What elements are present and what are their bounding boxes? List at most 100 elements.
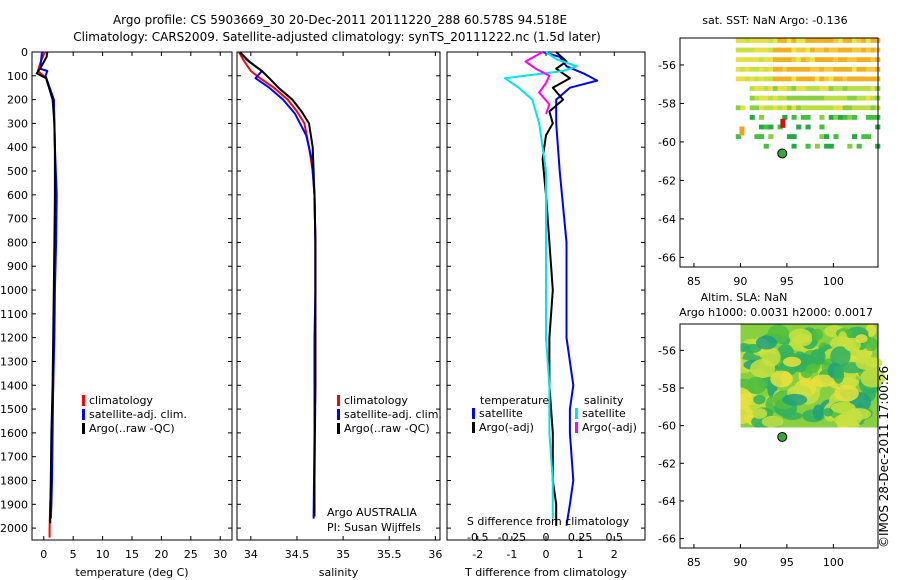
sst_map-cell — [865, 57, 872, 62]
sst_map-cell — [749, 115, 755, 120]
temperature-legend-label: satellite-adj. clim. — [89, 408, 187, 421]
sst_map-cell — [870, 115, 876, 120]
sst_map-cell — [791, 76, 797, 82]
depth-tick-label: 1200 — [0, 332, 28, 345]
sst_map-cell — [828, 86, 834, 91]
sst_map-cell — [828, 105, 834, 111]
sst_map-cell — [847, 76, 853, 82]
temperature-plot-frame — [31, 51, 233, 541]
sst_map-cell — [759, 134, 765, 139]
header-line-1: Argo profile: CS 5903669_30 20-Dec-2011 … — [113, 13, 567, 27]
sst_map-cell — [791, 47, 797, 53]
sst_map-cell — [754, 47, 760, 53]
sst_map-cell — [739, 126, 745, 136]
sla_map-lat-tick-label: -64 — [658, 495, 676, 508]
sst_map-cell — [786, 105, 793, 111]
sst_map-cell — [852, 95, 858, 101]
sst_map-cell — [838, 38, 844, 43]
credit-label: ©IMOS 28-Dec-2011 17:00:26 — [877, 366, 891, 548]
sst_map-cell — [847, 95, 853, 101]
sst_map-cell — [865, 86, 872, 91]
sst_map-cell — [740, 57, 746, 62]
sst_map-cell — [791, 115, 797, 120]
sst_map-cell — [777, 124, 783, 130]
sst_map-cell — [800, 105, 806, 111]
temperature-legend-swatch — [82, 409, 85, 420]
depth-tick-label: 300 — [7, 117, 28, 130]
sst_map-cell — [786, 76, 793, 82]
sst_map-cell — [805, 105, 811, 111]
sst_map-cell — [838, 76, 844, 82]
sst_map-cell — [842, 115, 848, 120]
salinity-difference-tick-label: 0.25 — [568, 531, 593, 544]
sst_map-cell — [786, 134, 793, 139]
depth-tick-label: 2000 — [0, 522, 28, 535]
sst_map-cell — [824, 143, 830, 149]
sst_map-cell — [800, 76, 806, 82]
sla_map-lon-tick-label: 90 — [733, 556, 747, 569]
sla_map-cell — [811, 328, 823, 341]
salinity-legend-title: salinity — [584, 394, 624, 407]
sst_map-cell — [842, 57, 848, 62]
sst_map-cell — [814, 95, 820, 101]
sst_map-cell — [865, 95, 872, 101]
sst_map-cell — [856, 66, 862, 72]
sla_map-lat-tick-label: -56 — [658, 344, 676, 357]
sla_map-cell — [782, 393, 808, 406]
sst_map-cell — [782, 66, 788, 72]
sst_map-cell — [870, 95, 876, 101]
sst_map-cell — [856, 47, 862, 53]
difference-series-salinity-satellite — [504, 51, 578, 519]
sst_map-cell — [773, 38, 779, 43]
depth-tick-label: 700 — [7, 213, 28, 226]
sst_map-cell — [870, 47, 876, 53]
sst_map-cell — [777, 86, 783, 91]
sst_map-cell — [819, 76, 825, 82]
sla_map-cell — [855, 355, 878, 371]
sst_map-cell — [810, 66, 816, 72]
sst_map-cell — [773, 76, 779, 82]
depth-tick-label: 500 — [7, 165, 28, 178]
salinity-difference-tick-label: -0.25 — [498, 531, 526, 544]
sla_map-cell — [855, 334, 868, 344]
sst_map-cell — [759, 86, 765, 91]
sst_map-cell — [796, 105, 802, 111]
sst_map-cell — [791, 134, 797, 139]
temperature-series-satellite-adj-clim — [39, 51, 58, 519]
sst_map-cell — [819, 124, 825, 130]
sst_map-cell — [800, 86, 806, 91]
sst_map-cell — [856, 76, 862, 82]
sst_map-lat-tick-label: -60 — [658, 136, 676, 149]
sst_map-cell — [786, 66, 793, 72]
difference-series-salinity-argo-adj — [524, 51, 551, 115]
sst_map-cell — [824, 38, 830, 43]
sst_map-cell — [819, 38, 825, 43]
sst_map-cell — [782, 95, 788, 101]
sst_map-cell — [805, 124, 811, 130]
sla-map-subtitle: Argo h1000: 0.0031 h2000: 0.0017 — [679, 306, 873, 319]
sst_map-cell — [763, 38, 769, 43]
pi-label: PI: Susan Wijffels — [327, 521, 421, 534]
sst_map-cell — [749, 47, 755, 53]
sst_map-cell — [828, 95, 834, 101]
sst_map-cell — [847, 57, 853, 62]
depth-tick-label: 1500 — [0, 403, 28, 416]
sst_map-cell — [796, 66, 802, 72]
temperature-legend-title: temperature — [480, 394, 549, 407]
sst_map-cell — [847, 38, 853, 43]
sst_map-cell — [759, 115, 765, 120]
sst_map-cell — [754, 86, 760, 91]
sst_map-cell — [796, 95, 802, 101]
sst_map-cell — [810, 95, 816, 101]
sst-map-title: sat. SST: NaN Argo: -0.136 — [702, 14, 847, 27]
sst_map-cell — [796, 38, 802, 43]
sst_map-cell — [763, 95, 769, 101]
sla_map-cell — [864, 337, 878, 352]
sst_map-cell — [782, 38, 788, 43]
sst_map-cell — [777, 95, 783, 101]
sst_map-cell — [828, 66, 834, 72]
sst_map-cell — [791, 86, 797, 91]
sst_map-cell — [786, 57, 793, 62]
sst_map-cell — [852, 57, 858, 62]
sst_map-cell — [852, 38, 858, 43]
